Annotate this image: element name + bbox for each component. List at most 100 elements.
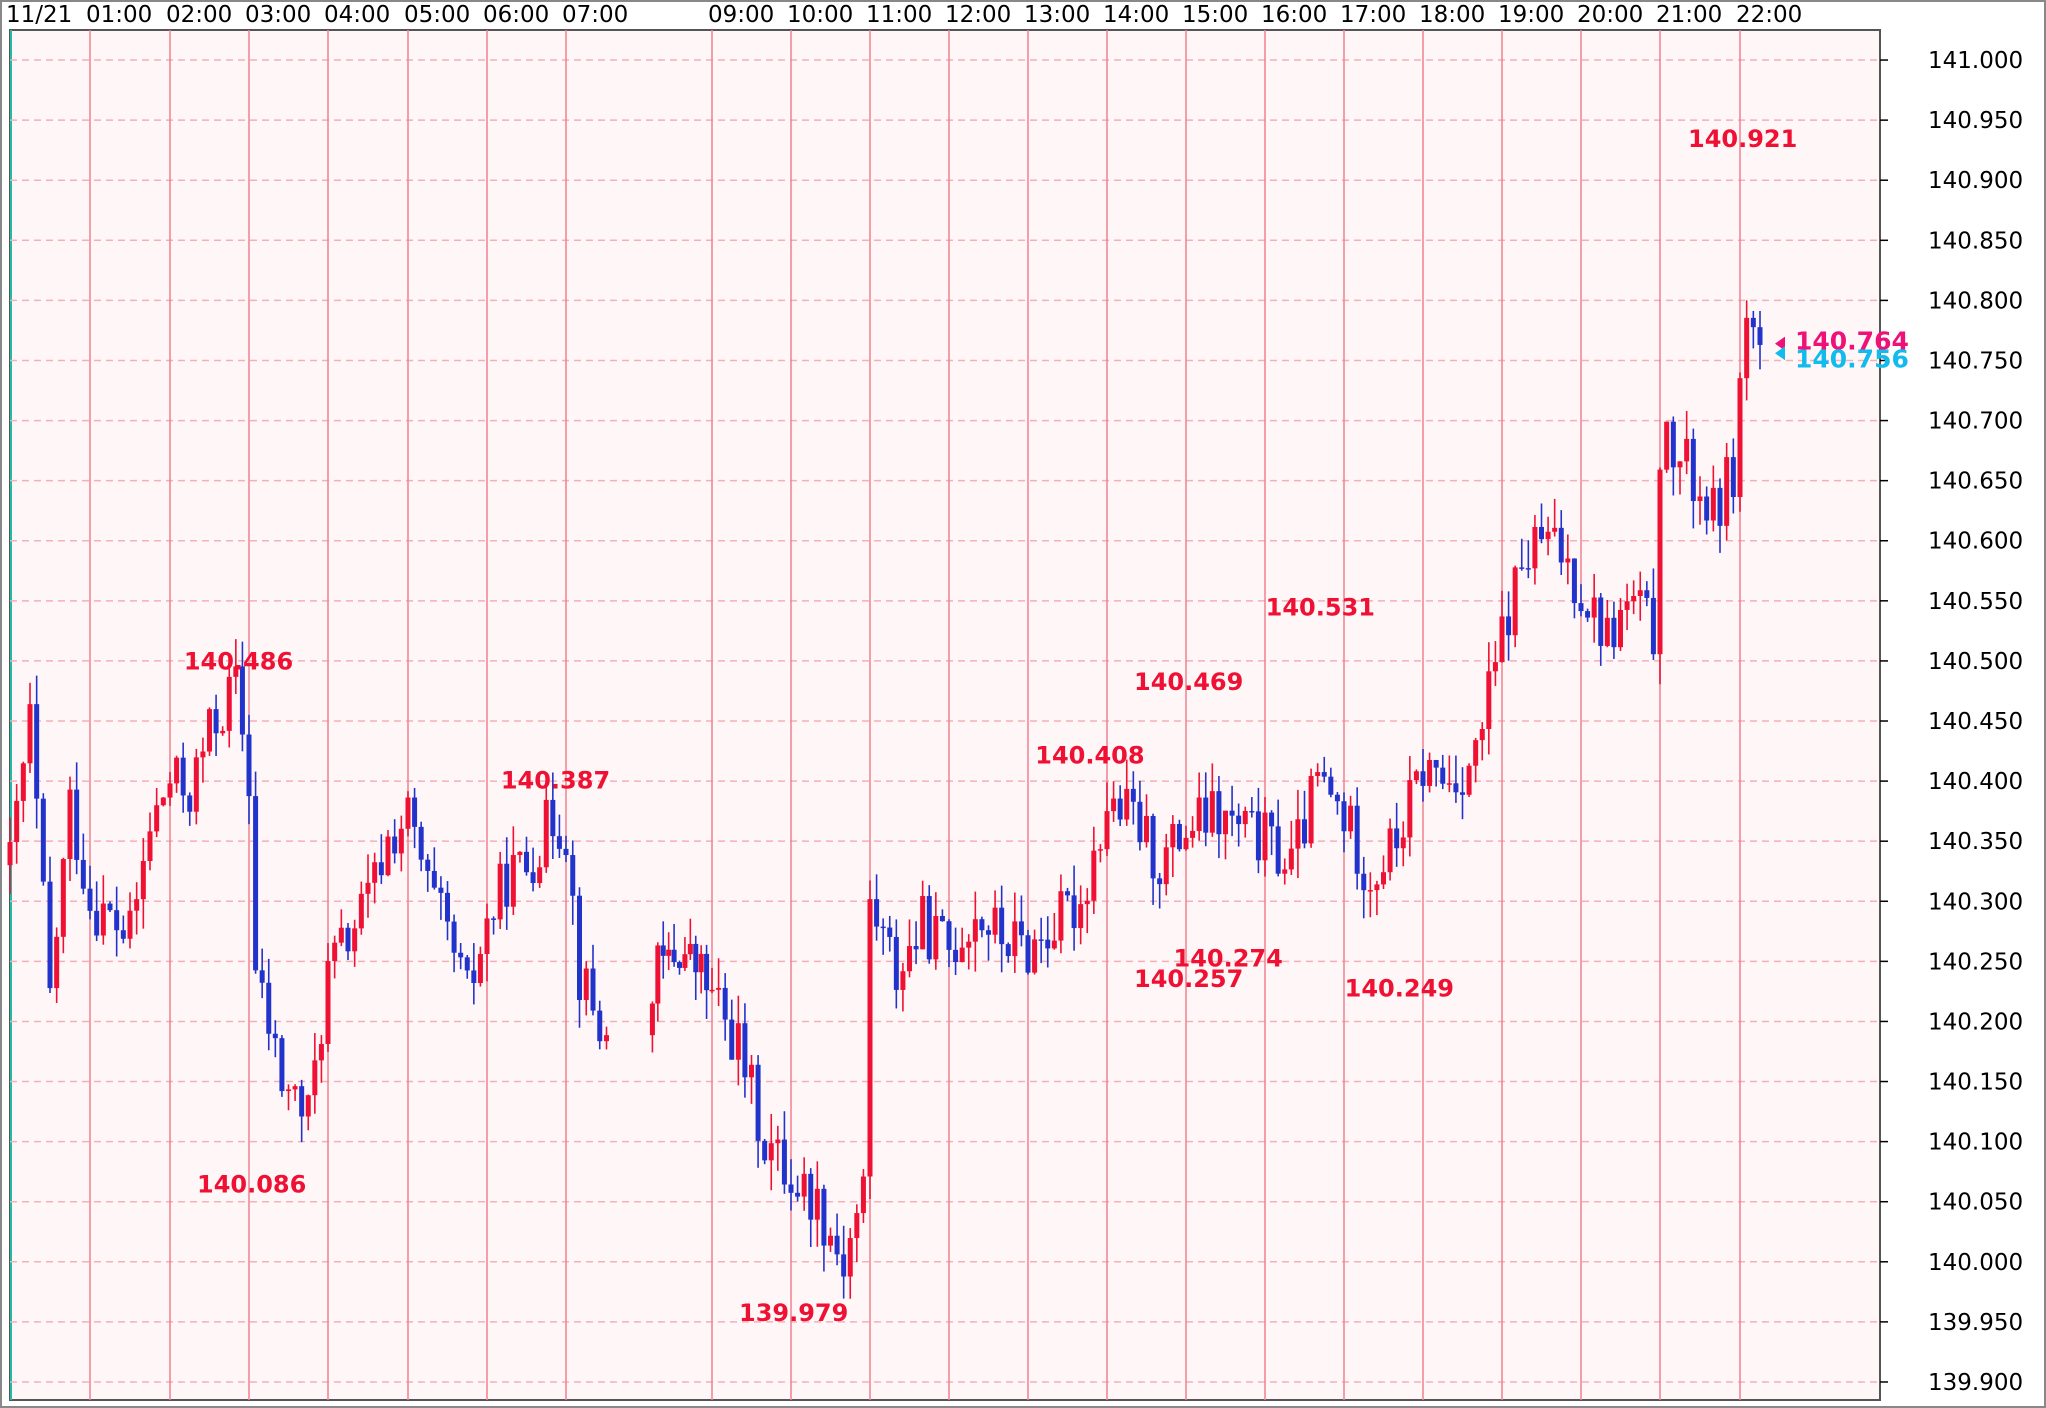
candle-body (1525, 568, 1531, 570)
candle-body (1684, 438, 1690, 462)
plot-area (9, 29, 1881, 1401)
price-tick-label: 140.100 (1928, 1130, 2023, 1156)
candle-body (1282, 869, 1288, 874)
candle-body (1545, 531, 1551, 540)
candle-body (1420, 771, 1426, 786)
candle-body (1163, 847, 1169, 885)
candle-body (1315, 772, 1321, 776)
time-tick-label: 22:00 (1736, 2, 1802, 28)
time-tick-label: 09:00 (708, 2, 774, 28)
candle-body (1387, 828, 1393, 873)
candle-body (392, 836, 398, 854)
time-tick-label: 18:00 (1419, 2, 1485, 28)
candle-body (60, 858, 66, 937)
candle-body (1631, 595, 1637, 602)
candle-body (1157, 878, 1163, 885)
candle-body (530, 872, 536, 884)
candle-body (372, 862, 378, 883)
date-label: 11/21 (6, 2, 72, 28)
price-tick-label: 140.450 (1928, 709, 2023, 735)
price-annotation: 139.979 (739, 1299, 848, 1327)
candle-body (412, 797, 418, 827)
candle-body (749, 1064, 754, 1078)
candle-body (604, 1035, 609, 1042)
candle-body (900, 971, 906, 990)
time-tick-label: 19:00 (1498, 2, 1564, 28)
candle-body (880, 926, 886, 929)
candle-body (378, 862, 384, 876)
candle-body (698, 953, 704, 973)
candle-body (67, 789, 73, 859)
time-tick-label: 13:00 (1024, 2, 1090, 28)
price-annotation: 140.486 (184, 648, 293, 676)
candle-body (1644, 590, 1650, 598)
candle-body (1624, 601, 1630, 610)
candle-body (834, 1235, 840, 1255)
candle-body (1091, 850, 1097, 901)
candle-body (768, 1143, 774, 1161)
candle-body (1144, 815, 1149, 843)
candle-body (755, 1064, 761, 1141)
candle-body (398, 828, 404, 854)
time-tick-label: 12:00 (945, 2, 1011, 28)
candle-body (1637, 590, 1643, 596)
candle-body (1216, 791, 1222, 835)
candle-body (687, 943, 693, 955)
candle-body (742, 1023, 748, 1078)
candle-body (762, 1140, 768, 1161)
candle-body (814, 1188, 820, 1220)
candle-body (233, 666, 239, 677)
candle-body (1124, 788, 1130, 820)
candle-body (1492, 662, 1498, 672)
candle-body (504, 863, 510, 907)
bid-price-label: 140.756 (1795, 344, 1909, 373)
candle-body (577, 895, 582, 1000)
candle-body (570, 855, 576, 896)
candle-body (405, 797, 411, 829)
candle-body (299, 1086, 305, 1117)
candle-body (1348, 805, 1354, 832)
candle-body (207, 709, 212, 752)
candle-body (1565, 558, 1571, 563)
candle-body (563, 848, 569, 856)
candle-body (1374, 884, 1380, 891)
candle-body (1111, 798, 1117, 812)
candle-body (1717, 487, 1723, 526)
candle-body (1295, 819, 1301, 849)
candle-body (992, 907, 998, 935)
time-tick-label: 21:00 (1656, 2, 1722, 28)
candle-body (597, 1010, 603, 1042)
candle-body (1664, 421, 1670, 470)
candle-body (543, 799, 549, 868)
candle-body (160, 797, 166, 806)
candle-body (1591, 597, 1597, 618)
candle-body (1334, 794, 1340, 802)
candle-body (497, 863, 503, 920)
candle-body (1032, 939, 1038, 973)
price-annotation: 140.531 (1266, 594, 1375, 622)
time-tick-label: 07:00 (562, 2, 628, 28)
candle-body (729, 1019, 735, 1060)
candle-body (1750, 317, 1756, 328)
price-tick-label: 140.650 (1928, 469, 2023, 495)
price-annotation: 140.921 (1688, 125, 1797, 153)
candle-body (1038, 939, 1044, 941)
vertical-gridlines (89, 30, 1741, 1400)
candle-body (1071, 895, 1077, 929)
price-tick-label: 140.200 (1928, 1009, 2023, 1035)
time-tick-label: 14:00 (1103, 2, 1169, 28)
candle-body (693, 943, 699, 973)
candle-body (716, 987, 722, 990)
candle-body (1361, 873, 1367, 891)
candle-body (246, 734, 252, 797)
candle-body (1578, 603, 1584, 612)
candle-body (1176, 824, 1182, 850)
candle-body (671, 949, 677, 963)
candle-body (1690, 438, 1696, 502)
price-tick-label: 140.700 (1928, 409, 2023, 435)
candle-body (1657, 469, 1663, 655)
candle-body (1499, 616, 1505, 663)
candle-body (1571, 558, 1577, 604)
candle-body (1308, 775, 1314, 844)
candle-body (431, 870, 437, 888)
